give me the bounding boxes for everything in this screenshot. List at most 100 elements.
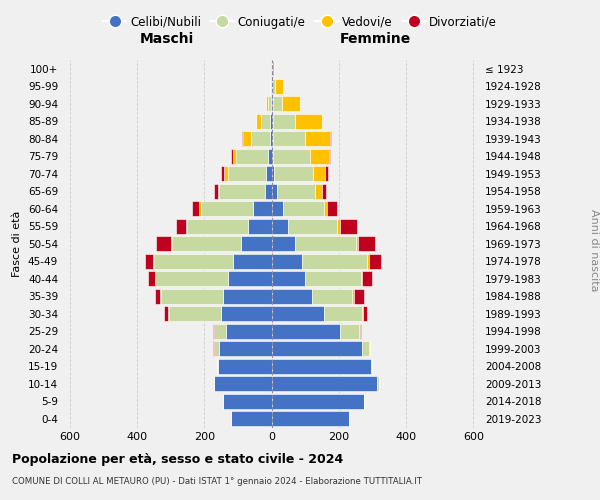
Bar [242,132,243,146]
Bar [243,132,251,146]
Bar [271,376,377,391]
Text: COMUNE DI COLLI AL METAURO (PU) - Dati ISTAT 1° gennaio 2024 - Elaborazione TUTT: COMUNE DI COLLI AL METAURO (PU) - Dati I… [12,478,422,486]
Bar [214,376,271,391]
Text: Popolazione per età, sesso e stato civile - 2024: Popolazione per età, sesso e stato civil… [12,452,343,466]
Bar [305,272,361,286]
Bar [221,306,271,321]
Bar [356,236,358,251]
Bar [312,289,352,304]
Bar [218,184,220,198]
Bar [168,306,169,321]
Bar [214,324,226,338]
Bar [271,202,283,216]
Bar [271,236,295,251]
Bar [223,394,271,408]
Bar [273,149,310,164]
Bar [201,202,253,216]
Bar [161,289,223,304]
Bar [283,202,323,216]
Bar [160,289,161,304]
Bar [270,79,271,94]
Bar [224,166,228,181]
Bar [155,272,228,286]
Bar [256,114,261,128]
Bar [277,184,315,198]
Bar [271,132,273,146]
Text: Anni di nascita: Anni di nascita [589,209,599,291]
Bar [315,184,322,198]
Bar [289,219,337,234]
Bar [231,149,233,164]
Bar [153,254,154,268]
Bar [274,166,313,181]
Bar [313,166,325,181]
Bar [337,219,340,234]
Bar [358,236,375,251]
Bar [362,272,373,286]
Bar [323,306,362,321]
Bar [268,149,271,164]
Bar [271,324,340,338]
Bar [251,132,270,146]
Bar [325,166,328,181]
Bar [266,96,268,111]
Bar [154,254,233,268]
Y-axis label: Fasce di età: Fasce di età [13,210,22,277]
Bar [271,166,274,181]
Bar [271,272,305,286]
Bar [273,96,281,111]
Bar [169,306,221,321]
Bar [273,132,305,146]
Bar [221,166,224,181]
Bar [371,359,373,374]
Bar [271,62,272,76]
Bar [302,254,367,268]
Bar [218,359,271,374]
Bar [275,79,283,94]
Bar [228,166,266,181]
Bar [369,342,370,356]
Bar [220,184,265,198]
Bar [228,272,271,286]
Bar [340,219,356,234]
Bar [213,342,214,356]
Bar [145,254,153,268]
Text: Femmine: Femmine [340,32,412,46]
Bar [329,149,331,164]
Bar [271,289,312,304]
Bar [295,236,356,251]
Bar [271,96,273,111]
Bar [352,289,354,304]
Bar [271,342,362,356]
Bar [359,324,361,338]
Bar [281,96,300,111]
Bar [362,342,369,356]
Bar [271,149,273,164]
Bar [377,376,379,391]
Bar [241,236,271,251]
Bar [271,79,272,94]
Bar [322,184,326,198]
Bar [305,132,331,146]
Bar [369,254,381,268]
Bar [171,236,172,251]
Bar [253,202,271,216]
Bar [327,202,337,216]
Bar [164,306,168,321]
Bar [361,272,362,286]
Bar [193,202,199,216]
Legend: Celibi/Nubili, Coniugati/e, Vedovi/e, Divorziati/e: Celibi/Nubili, Coniugati/e, Vedovi/e, Di… [98,11,502,34]
Bar [340,324,359,338]
Bar [212,324,214,338]
Bar [271,114,273,128]
Bar [233,254,271,268]
Bar [231,412,271,426]
Bar [265,184,271,198]
Bar [217,359,218,374]
Bar [271,359,371,374]
Bar [295,114,322,128]
Bar [199,202,201,216]
Bar [220,342,271,356]
Bar [364,306,367,321]
Bar [271,412,349,426]
